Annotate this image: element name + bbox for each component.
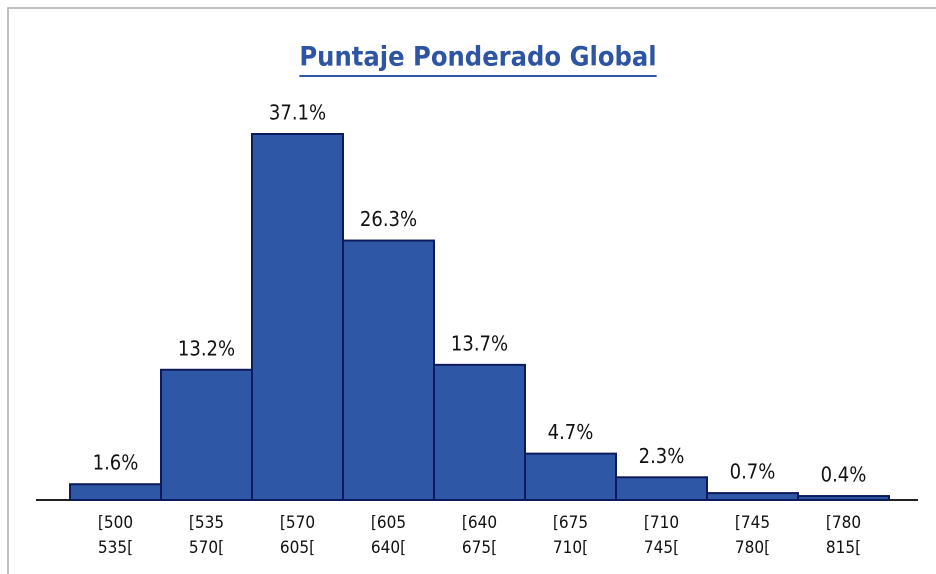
value-label: 4.7%: [548, 420, 594, 444]
bar: [615, 476, 708, 501]
value-label: 1.6%: [93, 451, 139, 475]
value-label: 26.3%: [360, 207, 417, 231]
bar: [251, 133, 344, 501]
bar: [524, 452, 617, 501]
bar: [160, 368, 253, 501]
value-label: 0.7%: [730, 460, 776, 484]
value-label: 2.3%: [639, 444, 685, 468]
x-tick-label: [500: [98, 513, 133, 533]
bar: [706, 492, 799, 501]
x-tick-label: 745[: [644, 538, 679, 558]
bar: [69, 483, 162, 502]
x-tick-label: [780: [826, 513, 861, 533]
value-label: 13.7%: [451, 331, 508, 355]
x-tick-label: 815[: [826, 538, 861, 558]
chart-title: Puntaje Ponderado Global: [299, 42, 656, 73]
x-tick-label: 780[: [735, 538, 770, 558]
bar: [342, 239, 435, 502]
x-tick-label: [640: [462, 513, 497, 533]
value-label: 13.2%: [178, 336, 235, 360]
x-tick-label: [535: [189, 513, 224, 533]
x-tick-label: [605: [371, 513, 406, 533]
x-tick-label: [710: [644, 513, 679, 533]
x-tick-label: 675[: [462, 538, 497, 558]
x-tick-label: [570: [280, 513, 315, 533]
value-label: 37.1%: [269, 101, 326, 125]
bar: [797, 495, 890, 501]
x-tick-label: 605[: [280, 538, 315, 558]
x-tick-label: 640[: [371, 538, 406, 558]
x-tick-label: [745: [735, 513, 770, 533]
bar: [433, 363, 526, 502]
x-tick-label: [675: [553, 513, 588, 533]
x-tick-label: 535[: [98, 538, 133, 558]
value-label: 0.4%: [821, 463, 867, 487]
x-tick-label: 570[: [189, 538, 224, 558]
x-tick-label: 710[: [553, 538, 588, 558]
